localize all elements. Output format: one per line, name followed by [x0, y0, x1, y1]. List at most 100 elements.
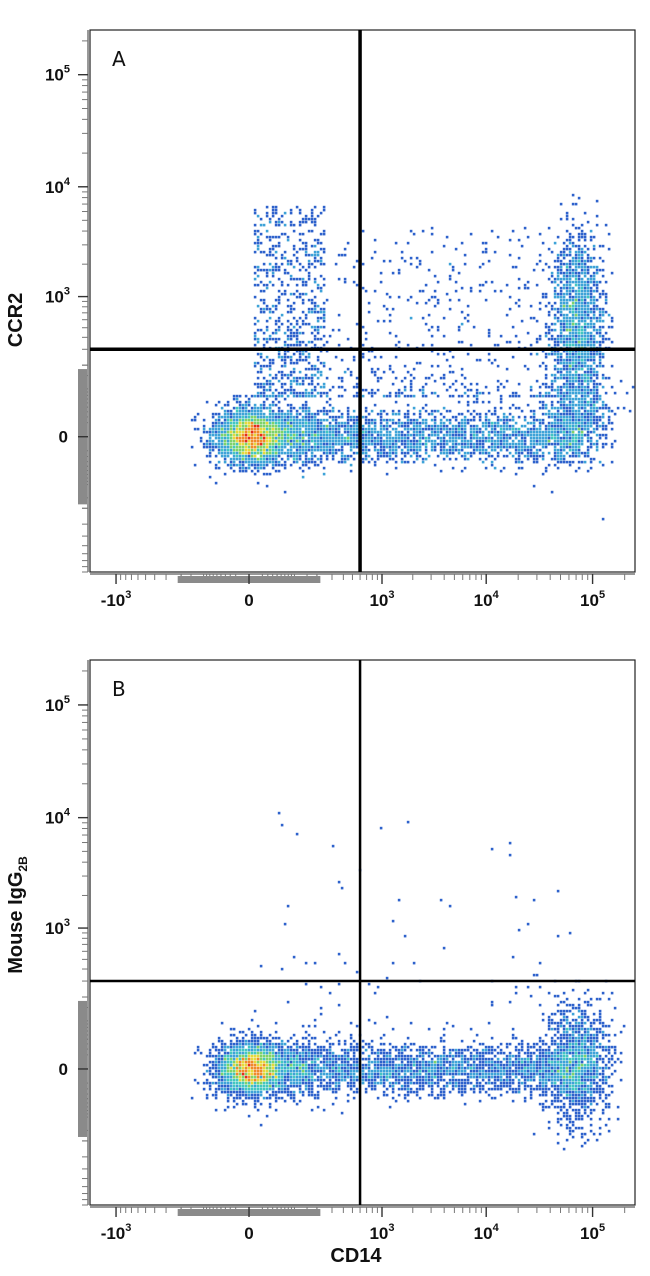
- event-dot: [289, 1078, 293, 1082]
- event-dot: [274, 268, 278, 272]
- event-dot: [586, 337, 590, 341]
- event-dot: [418, 262, 422, 266]
- event-dot: [259, 250, 263, 254]
- event-dot: [571, 364, 575, 368]
- event-dot: [394, 376, 398, 380]
- event-dot: [259, 370, 263, 374]
- event-dot: [577, 289, 581, 293]
- event-dot: [253, 1090, 257, 1094]
- event-dot: [205, 442, 209, 446]
- event-dot: [229, 439, 233, 443]
- event-dot: [289, 1084, 293, 1088]
- event-dot: [448, 421, 452, 425]
- event-dot: [238, 409, 242, 413]
- event-dot: [496, 1051, 500, 1055]
- event-dot: [205, 1054, 209, 1058]
- event-dot: [433, 439, 437, 443]
- event-dot: [463, 376, 467, 380]
- y-tick-label: 103: [45, 286, 70, 307]
- event-dot: [385, 433, 389, 437]
- event-dot: [346, 427, 350, 431]
- event-dot: [214, 481, 218, 485]
- event-dot: [346, 1093, 350, 1097]
- event-dot: [259, 451, 263, 455]
- event-dot: [316, 421, 320, 425]
- event-dot: [487, 421, 491, 425]
- event-dot: [292, 325, 296, 329]
- event-dot: [292, 388, 296, 392]
- event-dot: [451, 1084, 455, 1088]
- event-dot: [547, 427, 551, 431]
- event-dot: [325, 298, 329, 302]
- event-dot: [574, 274, 578, 278]
- event-dot: [529, 442, 533, 446]
- event-dot: [553, 412, 557, 416]
- event-dot: [361, 1063, 365, 1067]
- event-dot: [247, 397, 251, 401]
- event-dot: [502, 1072, 506, 1076]
- event-dot: [583, 304, 587, 308]
- event-dot: [565, 334, 569, 338]
- event-dot: [235, 1039, 239, 1043]
- event-dot: [229, 415, 233, 419]
- event-dot: [304, 343, 308, 347]
- event-dot: [307, 367, 311, 371]
- event-dot: [268, 418, 272, 422]
- event-dot: [253, 1045, 257, 1049]
- event-dot: [304, 220, 308, 224]
- event-dot: [568, 442, 572, 446]
- event-dot: [424, 421, 428, 425]
- event-dot: [241, 1030, 245, 1034]
- event-dot: [577, 319, 581, 323]
- event-dot: [499, 1060, 503, 1064]
- event-dot: [556, 460, 560, 464]
- event-dot: [562, 397, 566, 401]
- event-dot: [343, 1078, 347, 1082]
- event-dot: [307, 382, 311, 386]
- event-dot: [262, 1054, 266, 1058]
- event-dot: [406, 436, 410, 440]
- event-dot: [577, 454, 581, 458]
- event-dot: [280, 451, 284, 455]
- event-dot: [265, 415, 269, 419]
- event-dot: [256, 1096, 260, 1100]
- event-dot: [304, 421, 308, 425]
- event-dot: [265, 442, 269, 446]
- event-dot: [259, 406, 263, 410]
- event-dot: [463, 262, 467, 266]
- event-dot: [598, 313, 602, 317]
- event-dot: [283, 1081, 287, 1085]
- event-dot: [283, 382, 287, 386]
- event-dot: [493, 289, 497, 293]
- event-dot: [298, 352, 302, 356]
- event-dot: [580, 421, 584, 425]
- event-dot: [262, 427, 266, 431]
- event-dot: [268, 1033, 272, 1037]
- event-dot: [298, 436, 302, 440]
- event-dot: [475, 430, 479, 434]
- event-dot: [316, 331, 320, 335]
- event-dot: [217, 424, 221, 428]
- event-dot: [286, 1057, 290, 1061]
- event-dot: [259, 1123, 263, 1127]
- event-dot: [235, 1075, 239, 1079]
- event-dot: [574, 277, 578, 281]
- event-dot: [448, 427, 452, 431]
- event-dot: [382, 370, 386, 374]
- event-dot: [583, 262, 587, 266]
- event-dot: [427, 1051, 431, 1055]
- event-dot: [595, 376, 599, 380]
- event-dot: [313, 259, 317, 263]
- event-dot: [586, 283, 590, 287]
- event-dot: [301, 1063, 305, 1067]
- event-dot: [553, 436, 557, 440]
- event-dot: [208, 430, 212, 434]
- event-dot: [589, 415, 593, 419]
- event-dot: [208, 460, 212, 464]
- event-dot: [574, 370, 578, 374]
- event-dot: [259, 1057, 263, 1061]
- event-dot: [544, 325, 548, 329]
- event-dot: [601, 274, 605, 278]
- event-dot: [382, 1057, 386, 1061]
